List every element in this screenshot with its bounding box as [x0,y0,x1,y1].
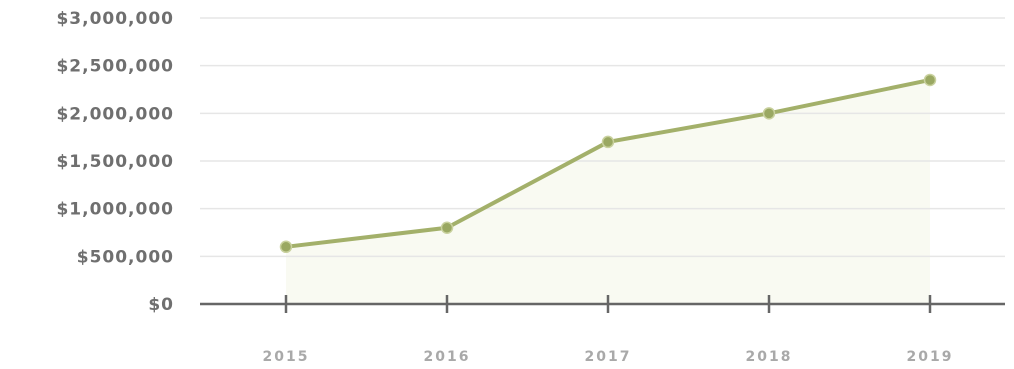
area-under-line [286,79,930,304]
y-tick-label: $1,500,000 [56,152,174,172]
y-tick-label: $2,000,000 [56,104,174,124]
x-tick-label: 2016 [424,349,471,365]
x-tick-label: 2015 [263,349,310,365]
plot-area: $0 $500,000 $1,000,000 $1,500,000 $2,000,000… [56,9,1005,365]
data-markers [279,73,937,254]
y-tick-label: $0 [148,295,174,315]
y-tick-label: $3,000,000 [56,9,174,29]
x-tick-label: 2017 [585,349,632,365]
data-point-marker [279,240,293,254]
data-point-marker [440,221,454,234]
x-tick-label: 2019 [907,349,954,365]
data-point-marker [601,135,615,149]
x-tick-label: 2018 [746,349,793,365]
gridlines [200,17,1005,258]
x-axis-ticks [284,295,932,313]
y-tick-label: $1,000,000 [56,200,174,220]
data-point-marker [762,107,776,120]
y-tick-label: $2,500,000 [56,57,174,77]
y-axis-tick-labels: $0 $500,000 $1,000,000 $1,500,000 $2,000,000… [56,9,174,315]
y-tick-label: $500,000 [77,247,174,267]
data-point-marker [923,73,937,87]
x-axis-tick-labels: 2015 2016 2017 2018 2019 [263,349,954,365]
